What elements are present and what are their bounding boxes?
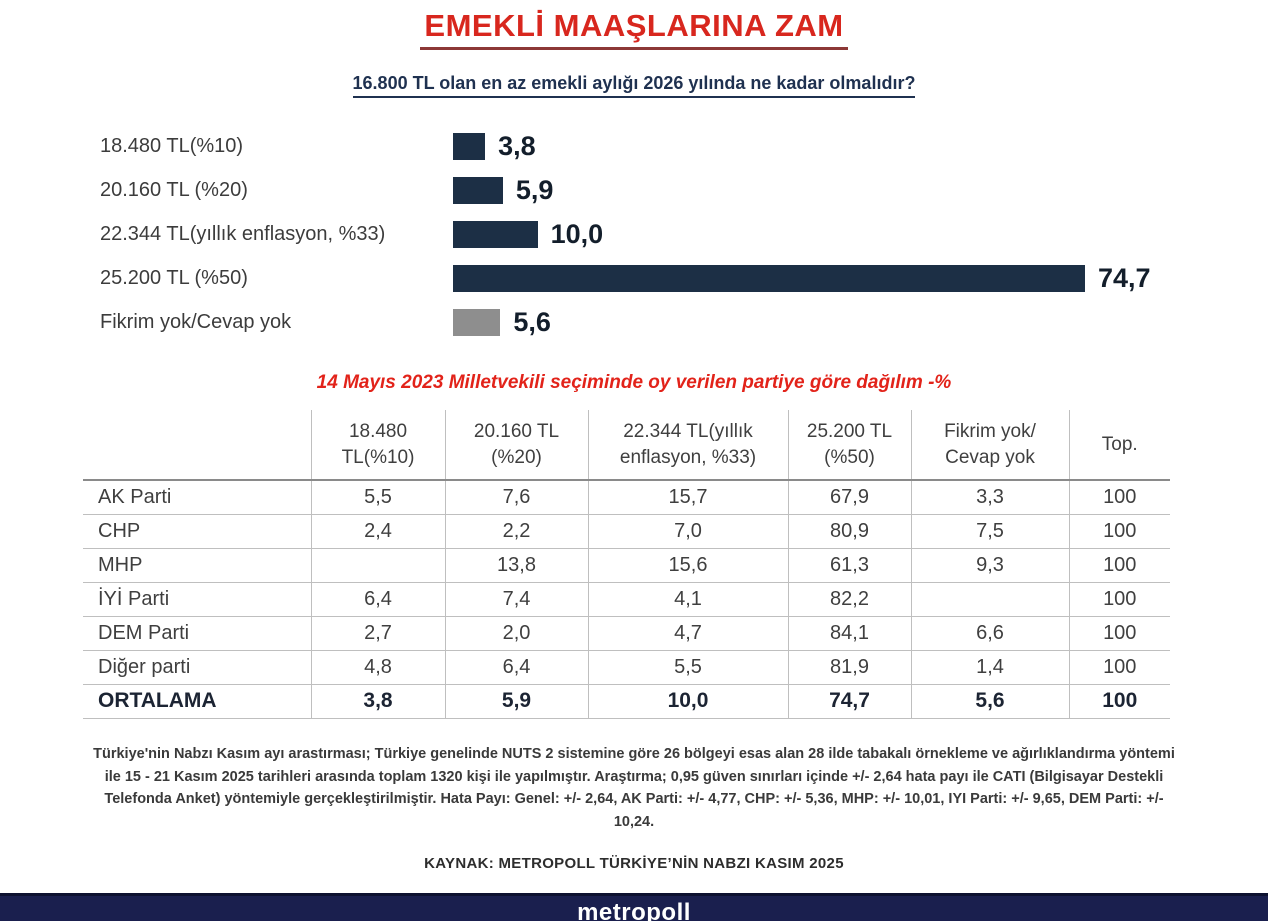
value-cell: 74,7 (787, 684, 911, 719)
table-row: AK Parti 5,5 7,6 15,7 67,9 3,3 100 (83, 480, 1170, 515)
brand-footer-bar: metropoll (0, 893, 1268, 921)
chart-row: Fikrim yok/Cevap yok 5,6 (0, 300, 1268, 344)
chart-bar (453, 264, 1085, 292)
value-cell: 6,4 (310, 582, 445, 617)
methodology-note: Türkiye'nin Nabzı Kasım ayı arastırması;… (93, 746, 1175, 830)
chart-bar (453, 132, 486, 160)
value-cell: 4,8 (310, 650, 445, 685)
section-title-container: 14 Mayıs 2023 Milletvekili seçiminde oy … (0, 372, 1268, 394)
header-party (83, 410, 311, 481)
value-cell: 2,4 (310, 514, 445, 549)
value-cell: 3,3 (910, 480, 1069, 515)
value-cell: 9,3 (910, 548, 1069, 583)
survey-question: 16.800 TL olan en az emekli aylığı 2026 … (352, 73, 916, 98)
value-cell: 10,0 (587, 684, 788, 719)
value-cell: 5,5 (310, 480, 445, 515)
total-cell: 100 (1068, 548, 1170, 583)
value-cell: 5,9 (444, 684, 588, 719)
value-cell: 61,3 (787, 548, 911, 583)
header-no-opinion: Fikrim yok/ Cevap yok (910, 410, 1069, 481)
total-cell: 100 (1068, 480, 1170, 515)
party-breakdown-table: 18.480 TL(%10) 20.160 TL (%20) 22.344 TL… (83, 410, 1170, 719)
party-cell: DEM Parti (83, 616, 311, 651)
header-option-2: 20.160 TL (%20) (444, 410, 588, 481)
chart-bar (453, 220, 538, 248)
metropoll-logo: metropoll (577, 899, 691, 921)
chart-category-label: Fikrim yok/Cevap yok (100, 310, 292, 333)
header-option-4: 25.200 TL (%50) (787, 410, 911, 481)
value-cell: 7,5 (910, 514, 1069, 549)
page-title: EMEKLİ MAAŞLARINA ZAM (420, 8, 848, 50)
value-cell: 13,8 (444, 548, 588, 583)
value-cell: 2,0 (444, 616, 588, 651)
source-line: KAYNAK: METROPOLL TÜRKİYE’NİN NABZI KASI… (424, 855, 844, 872)
value-cell: 6,6 (910, 616, 1069, 651)
table-row: İYİ Parti 6,4 7,4 4,1 82,2 100 (83, 582, 1170, 617)
header-option-1: 18.480 TL(%10) (310, 410, 445, 481)
chart-value-label: 3,8 (498, 130, 536, 161)
party-cell: AK Parti (83, 480, 311, 515)
table-row: Diğer parti 4,8 6,4 5,5 81,9 1,4 100 (83, 650, 1170, 685)
chart-value-label: 5,9 (515, 174, 554, 205)
value-cell: 80,9 (787, 514, 911, 549)
party-cell: CHP (83, 514, 311, 549)
value-cell: 15,7 (587, 480, 788, 515)
chart-category-label: 25.200 TL (%50) (100, 266, 248, 289)
value-cell: 6,4 (444, 650, 588, 685)
table-row: MHP 13,8 15,6 61,3 9,3 100 (83, 548, 1170, 583)
total-cell: 100 (1068, 684, 1170, 719)
breakdown-section-title: 14 Mayıs 2023 Milletvekili seçiminde oy … (316, 372, 952, 393)
table-header-row: 18.480 TL(%10) 20.160 TL (%20) 22.344 TL… (83, 410, 1170, 481)
chart-category-label: 20.160 TL (%20) (100, 178, 248, 201)
chart-value-label: 74,7 (1097, 262, 1151, 293)
header-total: Top. (1068, 410, 1170, 481)
total-cell: 100 (1068, 582, 1170, 617)
total-cell: 100 (1068, 650, 1170, 685)
chart-category-label: 22.344 TL(yıllık enflasyon, %33) (100, 222, 386, 245)
value-cell: 67,9 (787, 480, 911, 515)
total-cell: 100 (1068, 514, 1170, 549)
chart-row: 20.160 TL (%20) 5,9 (0, 168, 1268, 212)
chart-bar (453, 176, 503, 204)
table-row: CHP 2,4 2,2 7,0 80,9 7,5 100 (83, 514, 1170, 549)
party-breakdown-table-container: 18.480 TL(%10) 20.160 TL (%20) 22.344 TL… (83, 410, 1170, 719)
chart-row: 22.344 TL(yıllık enflasyon, %33) 10,0 (0, 212, 1268, 256)
chart-value-label: 10,0 (550, 218, 604, 249)
chart-row: 18.480 TL(%10) 3,8 (0, 124, 1268, 168)
value-cell: 7,6 (444, 480, 588, 515)
chart-row: 25.200 TL (%50) 74,7 (0, 256, 1268, 300)
party-cell: Diğer parti (83, 650, 311, 685)
value-cell: 4,1 (587, 582, 788, 617)
value-cell (310, 548, 445, 583)
value-cell: 7,4 (444, 582, 588, 617)
chart-category-label: 18.480 TL(%10) (100, 134, 244, 157)
title-container: EMEKLİ MAAŞLARINA ZAM (0, 8, 1268, 50)
value-cell: 1,4 (910, 650, 1069, 685)
value-cell: 82,2 (787, 582, 911, 617)
chart-bar-no-opinion (453, 308, 501, 336)
party-cell: İYİ Parti (83, 582, 311, 617)
value-cell: 2,2 (444, 514, 588, 549)
chart-value-label: 5,6 (513, 306, 551, 337)
value-cell: 5,6 (910, 684, 1069, 719)
value-cell: 7,0 (587, 514, 788, 549)
value-cell: 81,9 (787, 650, 911, 685)
table-row: DEM Parti 2,7 2,0 4,7 84,1 6,6 100 (83, 616, 1170, 651)
value-cell: 84,1 (787, 616, 911, 651)
value-cell: 2,7 (310, 616, 445, 651)
party-cell: MHP (83, 548, 311, 583)
question-container: 16.800 TL olan en az emekli aylığı 2026 … (0, 73, 1268, 98)
value-cell: 4,7 (587, 616, 788, 651)
party-cell: ORTALAMA (83, 684, 311, 719)
value-cell: 3,8 (310, 684, 445, 719)
table-row-average: ORTALAMA 3,8 5,9 10,0 74,7 5,6 100 (83, 684, 1170, 719)
value-cell: 5,5 (587, 650, 788, 685)
total-cell: 100 (1068, 616, 1170, 651)
value-cell: 15,6 (587, 548, 788, 583)
value-cell (910, 582, 1069, 617)
header-option-3: 22.344 TL(yıllık enflasyon, %33) (587, 410, 788, 481)
bar-chart: 18.480 TL(%10) 3,8 20.160 TL (%20) 5,9 2… (0, 124, 1268, 344)
